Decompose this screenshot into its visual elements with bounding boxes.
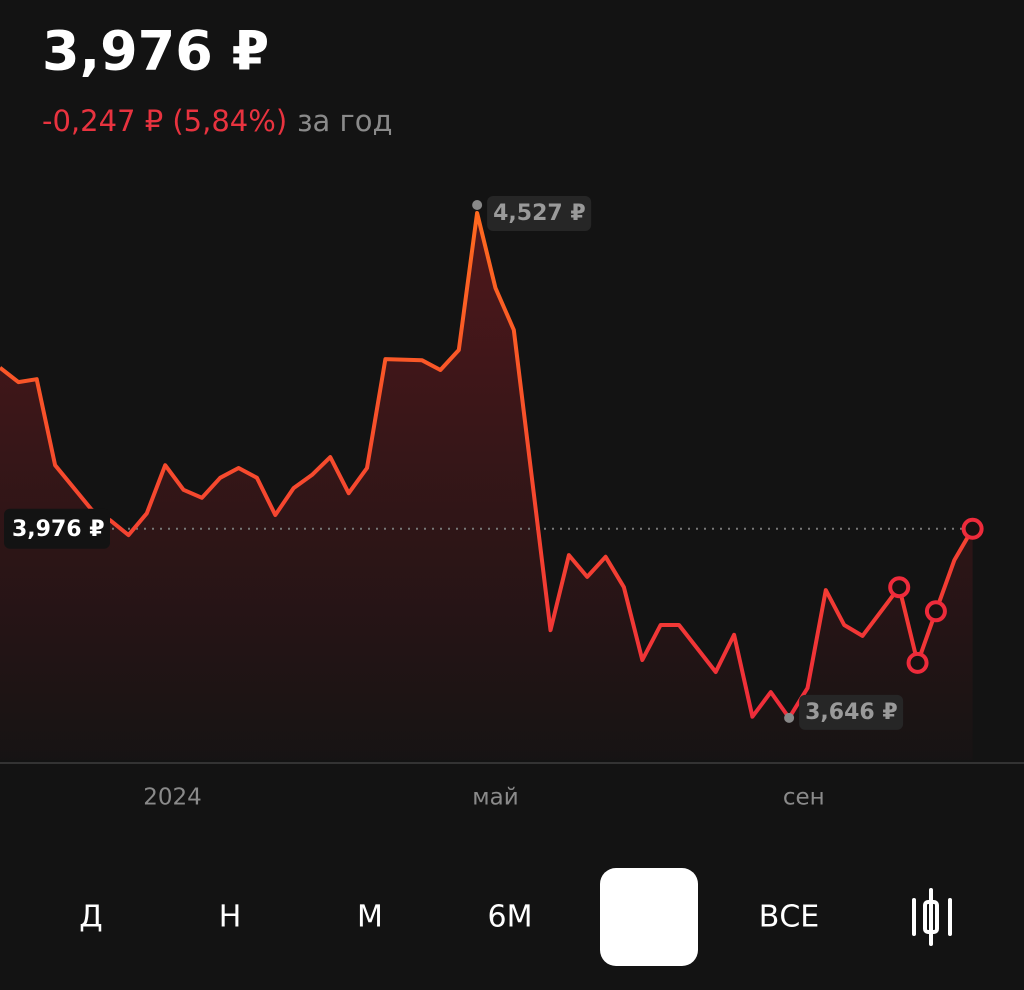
tab[interactable]: Н [219, 900, 242, 935]
reference-label-bg [4, 508, 110, 549]
annotation: 4,527 ₽ [493, 201, 586, 226]
change: -0,247 ₽ (5,84%) [42, 104, 287, 138]
tab[interactable]: 6М [488, 900, 533, 935]
event-marker [906, 651, 929, 674]
event-marker [924, 600, 947, 623]
price-line [0, 211, 975, 720]
change-line: -0,247 ₽ (5,84%) за год [42, 104, 393, 138]
extreme-dot [784, 712, 795, 723]
period: за год [297, 104, 392, 138]
extreme-dot [472, 200, 483, 211]
tab[interactable]: Г [640, 900, 658, 935]
tab[interactable]: Д [79, 900, 102, 935]
x-tick-label: сен [783, 785, 825, 811]
annotation-bg [487, 196, 592, 232]
area [0, 213, 973, 760]
tab-selected-bg [600, 868, 698, 966]
tab[interactable]: М [357, 900, 383, 935]
candle-icon[interactable] [912, 888, 952, 946]
reference-label: 3,976 ₽ [12, 517, 105, 542]
tab[interactable]: ВСЕ [759, 900, 819, 935]
annotation-bg [799, 694, 904, 730]
chart: 2024 май сен 3,976 ₽ 4,527 ₽ 3,646 ₽ [0, 196, 984, 811]
x-tick-label: май [472, 785, 518, 811]
price: 3,976 ₽ [42, 20, 269, 83]
x-tick-label: 2024 [143, 785, 202, 811]
annotation: 3,646 ₽ [805, 700, 898, 725]
event-marker [888, 576, 911, 599]
tabs: Д Н М 6М Г ВСЕ [79, 900, 819, 935]
event-marker [961, 517, 984, 540]
